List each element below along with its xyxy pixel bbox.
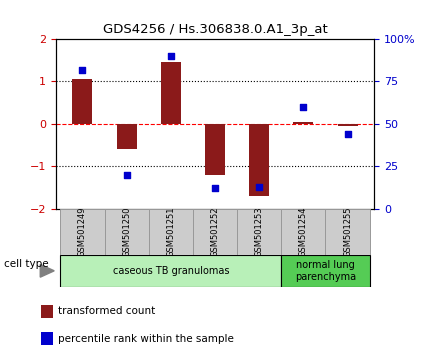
Point bbox=[344, 131, 351, 137]
Text: GSM501254: GSM501254 bbox=[299, 207, 308, 257]
Text: caseous TB granulomas: caseous TB granulomas bbox=[113, 266, 229, 276]
Bar bbox=[117, 124, 137, 149]
Bar bbox=[249, 124, 269, 196]
Title: GDS4256 / Hs.306838.0.A1_3p_at: GDS4256 / Hs.306838.0.A1_3p_at bbox=[103, 23, 327, 36]
Point bbox=[123, 172, 130, 178]
Point bbox=[212, 185, 218, 191]
Text: GSM501250: GSM501250 bbox=[122, 207, 131, 257]
Text: GSM501249: GSM501249 bbox=[78, 207, 87, 257]
Point bbox=[167, 53, 174, 59]
Point bbox=[79, 67, 86, 72]
Bar bbox=[41, 332, 53, 345]
Bar bbox=[237, 209, 281, 255]
Bar bbox=[193, 209, 237, 255]
Text: cell type: cell type bbox=[4, 259, 49, 269]
Bar bbox=[161, 62, 181, 124]
Bar bbox=[281, 255, 370, 287]
Bar bbox=[60, 255, 281, 287]
Bar bbox=[338, 124, 357, 126]
Bar bbox=[326, 209, 370, 255]
Bar bbox=[60, 209, 104, 255]
Point bbox=[256, 184, 263, 190]
Text: GSM501252: GSM501252 bbox=[211, 207, 219, 257]
Bar bbox=[149, 209, 193, 255]
Bar bbox=[293, 122, 313, 124]
Polygon shape bbox=[40, 264, 54, 277]
Bar bbox=[104, 209, 149, 255]
Bar bbox=[281, 209, 326, 255]
Text: normal lung
parenchyma: normal lung parenchyma bbox=[295, 260, 356, 282]
Bar bbox=[41, 305, 53, 318]
Text: GSM501251: GSM501251 bbox=[166, 207, 175, 257]
Bar bbox=[73, 79, 92, 124]
Point bbox=[300, 104, 307, 110]
Text: GSM501253: GSM501253 bbox=[255, 206, 264, 257]
Text: transformed count: transformed count bbox=[58, 306, 155, 316]
Text: percentile rank within the sample: percentile rank within the sample bbox=[58, 333, 234, 344]
Bar bbox=[205, 124, 225, 175]
Text: GSM501255: GSM501255 bbox=[343, 207, 352, 257]
